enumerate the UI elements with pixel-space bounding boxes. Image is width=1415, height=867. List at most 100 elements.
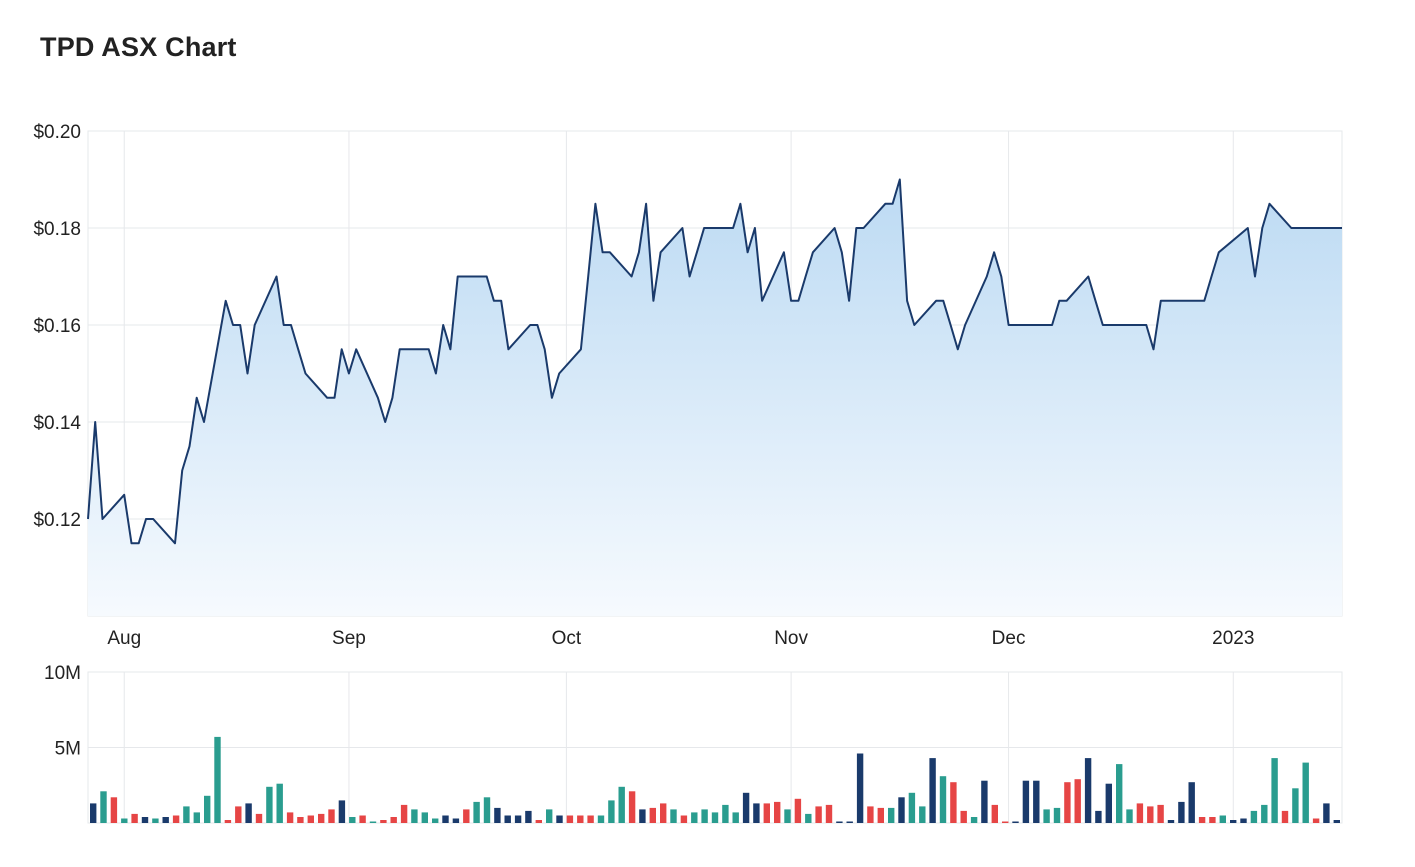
volume-bar: [1157, 804, 1164, 823]
volume-bar: [846, 821, 853, 823]
volume-bar: [763, 803, 770, 823]
volume-bar: [628, 791, 636, 823]
volume-bar: [1167, 820, 1175, 823]
volume-bar: [1292, 788, 1299, 823]
x-tick-label: Aug: [107, 628, 141, 649]
volume-bar: [1250, 810, 1258, 823]
volume-bar: [1053, 807, 1061, 823]
volume-y-tick-label: 10M: [44, 663, 81, 684]
price-y-axis: $0.20 $0.18 $0.16 $0.14 $0.12: [33, 122, 81, 531]
volume-bar: [452, 818, 460, 823]
price-y-tick-label: $0.14: [33, 413, 81, 434]
volume-bar: [204, 795, 211, 823]
volume-bar: [1074, 779, 1081, 823]
volume-bar: [235, 806, 242, 823]
x-tick-label: Oct: [552, 628, 582, 649]
volume-bar: [753, 803, 760, 823]
volume-bar: [535, 820, 542, 823]
volume-bar: [888, 807, 895, 823]
volume-bar: [1261, 804, 1268, 823]
x-tick-label: Dec: [992, 628, 1026, 649]
volume-bar: [286, 812, 294, 823]
volume-bar: [1022, 780, 1030, 823]
volume-bar: [1147, 806, 1154, 823]
volume-bar: [732, 812, 739, 823]
volume-bar: [774, 801, 781, 823]
volume-bar: [556, 815, 563, 823]
volume-bar: [90, 803, 97, 823]
volume-bar: [711, 812, 719, 823]
volume-bar: [919, 806, 926, 823]
volume-bar: [121, 818, 128, 823]
volume-bar: [660, 803, 667, 823]
volume-bar: [970, 817, 978, 823]
volume-bar: [276, 783, 283, 823]
volume-y-axis: 10M 5M: [44, 663, 81, 760]
volume-bar: [1302, 762, 1309, 823]
volume-bar: [566, 815, 574, 823]
volume-bar: [1033, 780, 1040, 823]
volume-bar: [1198, 817, 1206, 823]
volume-bar: [473, 801, 480, 823]
volume-bar: [991, 804, 998, 823]
volume-bar: [805, 813, 812, 823]
volume-bar: [1230, 820, 1237, 823]
volume-bar: [338, 800, 346, 823]
x-tick-label: Sep: [332, 628, 366, 649]
volume-bar: [1116, 764, 1123, 823]
price-line: [87, 178, 1342, 545]
volume-bar: [162, 817, 169, 823]
volume-bar: [411, 809, 418, 823]
x-tick-label: Nov: [774, 628, 808, 649]
volume-bar: [836, 821, 843, 823]
volume-bar: [245, 803, 252, 823]
volume-bar: [1126, 809, 1133, 823]
volume-bar: [400, 804, 408, 823]
volume-bar: [877, 807, 884, 823]
volume-bar: [224, 820, 232, 823]
chart-title: TPD ASX Chart: [40, 32, 237, 62]
volume-bar: [691, 812, 698, 823]
volume-bar: [255, 813, 263, 823]
volume-bar: [794, 798, 802, 823]
volume-bar: [504, 815, 511, 823]
volume-bar: [183, 806, 190, 823]
volume-bar: [1043, 809, 1050, 823]
volume-bar: [1064, 782, 1071, 823]
volume-bar: [463, 809, 470, 823]
volume-bar: [369, 821, 377, 823]
volume-bar: [649, 807, 656, 823]
volume-bar: [494, 807, 501, 823]
volume-bar: [618, 786, 625, 823]
volume-bar: [784, 809, 791, 823]
volume-bar: [525, 810, 532, 823]
volume-bar: [587, 815, 594, 823]
volume-bar: [1240, 818, 1247, 823]
volume-bar: [929, 758, 936, 823]
volume-bar: [1105, 783, 1112, 823]
volume-bar: [981, 780, 988, 823]
volume-bar: [701, 809, 708, 823]
volume-bar: [1012, 821, 1019, 823]
volume-bar: [1095, 810, 1102, 823]
volume-bar: [380, 820, 387, 823]
volume-bar: [359, 815, 366, 823]
volume-bar: [307, 815, 314, 823]
volume-bar: [172, 815, 180, 823]
volume-bar: [328, 809, 335, 823]
volume-bar: [152, 818, 159, 823]
volume-bar: [266, 786, 273, 823]
volume-bar: [1209, 817, 1216, 823]
volume-bar: [1312, 818, 1320, 823]
volume-bar: [939, 776, 947, 823]
volume-bar: [815, 806, 822, 823]
volume-bar: [639, 809, 646, 823]
volume-bar: [742, 792, 750, 823]
volume-bar: [297, 817, 304, 823]
volume-bar: [856, 753, 864, 823]
volume-bar: [1136, 803, 1144, 823]
volume-bar: [214, 736, 221, 823]
volume-bar: [1219, 815, 1226, 823]
volume-bar: [110, 797, 118, 823]
